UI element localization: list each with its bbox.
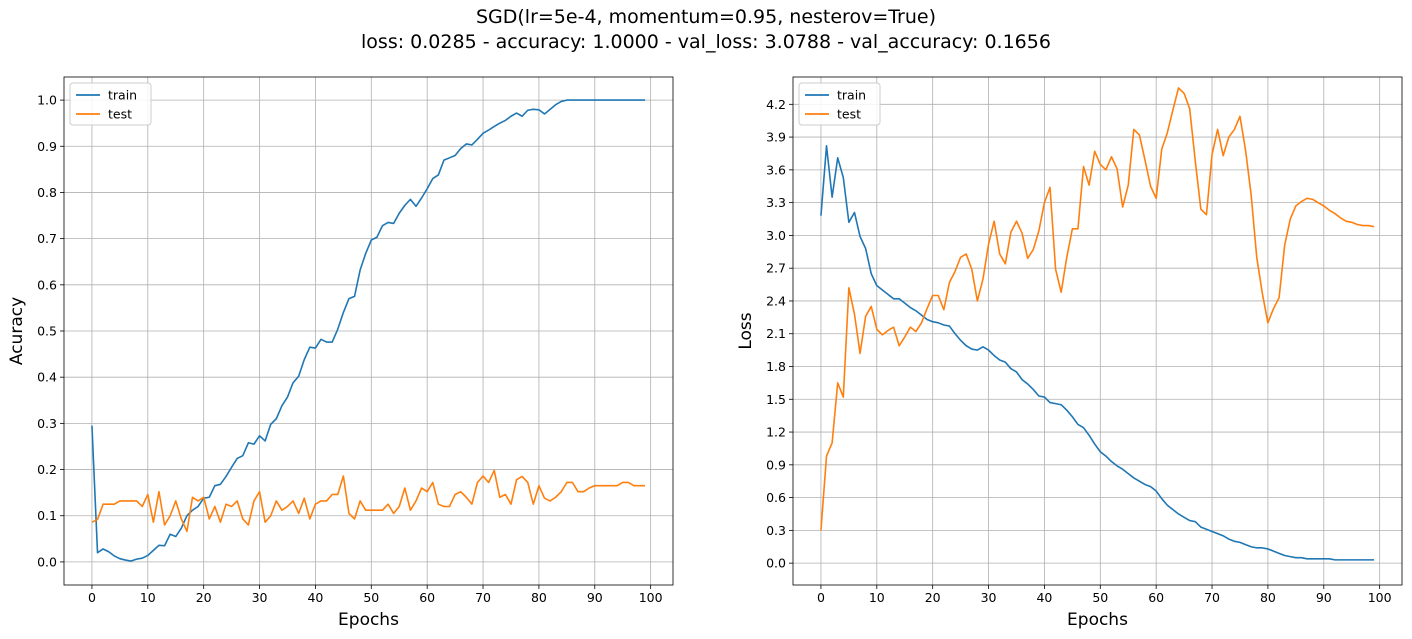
legend-label-train: train — [837, 88, 866, 103]
legend: train test — [69, 82, 152, 126]
y-tick-label: 0.6 — [766, 490, 786, 505]
y-tick-label: 3.6 — [766, 162, 786, 177]
y-tick-label: 0.4 — [37, 370, 57, 385]
accuracy-chart: 0 10 20 30 40 50 60 70 80 90 100 0.0 0.1 0.2 0.3 0.4 0.5… — [7, 76, 674, 630]
y-tick-label: 1.2 — [766, 425, 786, 440]
y-tick-label: 1.0 — [37, 93, 57, 108]
x-tick-label: 50 — [363, 590, 379, 605]
y-axis-label: Acuracy — [7, 297, 27, 365]
loss-chart: 0 10 20 30 40 50 60 70 80 90 100 0.0 0.3 0.6 0.9 1.2 1.5… — [736, 76, 1403, 630]
x-tick-label: 30 — [252, 590, 268, 605]
series-line-train — [820, 145, 1375, 561]
y-tick-label: 2.1 — [766, 326, 786, 341]
y-tick-label: 0.7 — [37, 231, 57, 246]
y-tick-label: 1.5 — [766, 392, 786, 407]
x-tick-label: 0 — [88, 590, 96, 605]
x-tick-label: 90 — [587, 590, 603, 605]
y-tick-label: 0.2 — [37, 462, 57, 477]
y-tick-label: 0.8 — [37, 185, 57, 200]
x-tick-label: 40 — [1036, 590, 1052, 605]
x-tick-label: 60 — [419, 590, 435, 605]
y-tick-label: 0.3 — [766, 523, 786, 538]
x-tick-label: 70 — [475, 590, 491, 605]
x-axis-label: Epochs — [338, 610, 399, 630]
x-tick-label: 20 — [196, 590, 212, 605]
x-tick-label: 80 — [531, 590, 547, 605]
legend-label-test: test — [837, 107, 861, 122]
y-tick-label: 3.0 — [766, 228, 786, 243]
y-tick-label: 2.7 — [766, 261, 786, 276]
x-tick-label: 70 — [1204, 590, 1220, 605]
series-line-test — [820, 87, 1375, 531]
figure-title-line1: SGD(lr=5e-4, momentum=0.95, nesterov=Tru… — [475, 6, 937, 28]
x-tick-label: 40 — [307, 590, 323, 605]
series-line-train — [91, 99, 646, 562]
x-tick-label: 100 — [1368, 590, 1392, 605]
x-tick-label: 30 — [981, 590, 997, 605]
y-tick-label: 0.9 — [37, 139, 57, 154]
y-tick-label: 0.9 — [766, 457, 786, 472]
plot-frame — [792, 76, 1403, 586]
series-line-test — [91, 469, 646, 533]
y-tick-label: 0.3 — [37, 416, 57, 431]
y-tick-label: 4.2 — [766, 97, 786, 112]
x-tick-label: 80 — [1260, 590, 1276, 605]
x-tick-label: 0 — [817, 590, 825, 605]
y-tick-label: 0.0 — [37, 554, 57, 569]
x-tick-label: 90 — [1316, 590, 1332, 605]
x-tick-label: 10 — [140, 590, 156, 605]
y-axis-label: Loss — [736, 312, 756, 349]
y-tick-label: 0.6 — [37, 277, 57, 292]
x-tick-label: 50 — [1092, 590, 1108, 605]
y-tick-label: 0.1 — [37, 508, 57, 523]
legend-label-test: test — [108, 107, 132, 122]
x-tick-label: 20 — [925, 590, 941, 605]
legend-label-train: train — [108, 88, 137, 103]
x-tick-label: 60 — [1148, 590, 1164, 605]
y-tick-label: 3.9 — [766, 130, 786, 145]
x-axis-label: Epochs — [1067, 610, 1128, 630]
legend: train test — [798, 82, 881, 126]
y-tick-label: 1.8 — [766, 359, 786, 374]
y-tick-label: 3.3 — [766, 195, 786, 210]
y-tick-label: 2.4 — [766, 293, 786, 308]
x-tick-label: 10 — [869, 590, 885, 605]
x-tick-label: 100 — [639, 590, 663, 605]
figure-title-line2: loss: 0.0285 - accuracy: 1.0000 - val_lo… — [361, 31, 1051, 53]
y-tick-label: 0.0 — [766, 556, 786, 571]
y-tick-label: 0.5 — [37, 324, 57, 339]
